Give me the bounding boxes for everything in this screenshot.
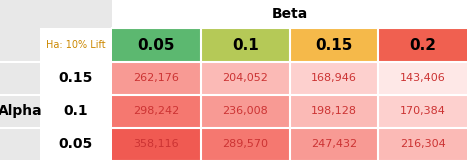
Bar [378,28,467,62]
Bar [290,128,378,161]
Bar [0,128,40,161]
Bar [40,28,112,62]
Bar [201,62,290,95]
Text: 0.15: 0.15 [315,38,353,53]
Text: 204,052: 204,052 [222,73,268,84]
Bar [201,28,290,62]
Bar [112,62,201,95]
Text: 289,570: 289,570 [222,139,268,150]
Text: 0.1: 0.1 [64,104,88,118]
Bar [40,95,112,128]
Text: 143,406: 143,406 [400,73,446,84]
Bar [378,62,467,95]
Text: 247,432: 247,432 [311,139,357,150]
Bar [112,95,201,128]
Text: 216,304: 216,304 [400,139,446,150]
Bar [112,28,201,62]
Bar [40,128,112,161]
Bar [378,128,467,161]
Text: Alpha: Alpha [0,104,42,118]
Text: 358,116: 358,116 [134,139,179,150]
Bar [378,95,467,128]
Bar [290,28,378,62]
Text: 168,946: 168,946 [311,73,357,84]
Text: Beta: Beta [271,7,308,21]
Bar [0,95,40,128]
Text: 0.05: 0.05 [59,137,93,152]
Text: 0.1: 0.1 [232,38,259,53]
Bar [0,62,40,95]
Bar [290,95,378,128]
Text: 236,008: 236,008 [222,106,268,117]
Bar [40,62,112,95]
Bar [0,28,40,62]
Text: 262,176: 262,176 [134,73,179,84]
Bar [201,95,290,128]
Text: 298,242: 298,242 [133,106,180,117]
Text: 0.15: 0.15 [59,71,93,85]
Text: 0.2: 0.2 [409,38,436,53]
Bar [112,128,201,161]
Bar [201,128,290,161]
Text: 0.05: 0.05 [138,38,175,53]
Bar [112,0,467,28]
Bar [0,0,112,28]
Text: Ha: 10% Lift: Ha: 10% Lift [46,40,106,50]
Bar [290,62,378,95]
Text: 170,384: 170,384 [400,106,446,117]
Text: 198,128: 198,128 [311,106,357,117]
